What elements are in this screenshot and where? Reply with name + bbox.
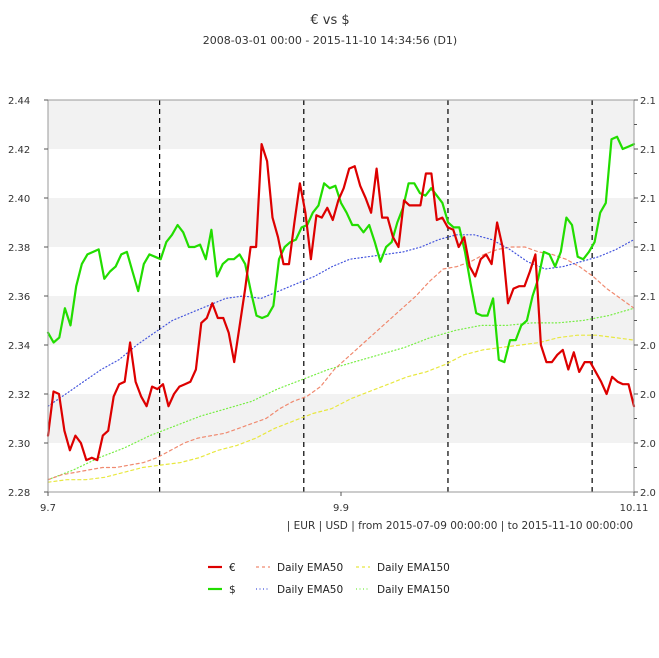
legend-label: Daily EMA150 — [377, 584, 450, 596]
y2-tick-label: 2.1 — [640, 194, 656, 205]
axes-group: 2.28 2.30 2.32 2.34 2.36 2.38 2.40 2.42 2.44 2.0 2… — [8, 96, 656, 514]
grid-band — [48, 247, 634, 296]
series-line-4 — [47, 334, 635, 483]
y-tick-label: 2.28 — [8, 488, 30, 499]
y2-tick-label: 2.0 — [640, 488, 656, 499]
chart-subtitle: 2008-03-01 00:00 - 2015-11-10 14:34:56 (… — [203, 34, 457, 47]
y2-tick-label: 2.0 — [640, 439, 656, 450]
series-line-5 — [47, 307, 635, 481]
y-tick-label: 2.44 — [8, 96, 30, 107]
x-tick-label: 10.11 — [620, 503, 649, 514]
y2-tick-label: 2.0 — [640, 341, 656, 352]
grid-band — [48, 149, 634, 198]
y2-tick-label: 2.1 — [640, 292, 656, 303]
legend-label: Daily EMA50 — [277, 562, 343, 574]
legend: € Daily EMA50 Daily EMA150 $ Daily EMA50 Dail… — [208, 562, 450, 596]
chart-title: € vs $ — [310, 13, 349, 28]
y-tick-label: 2.40 — [8, 194, 30, 205]
plot-background — [48, 100, 634, 492]
y-tick-label: 2.34 — [8, 341, 30, 352]
series-group — [46, 135, 636, 483]
range-info: | EUR | USD | from 2015-07-09 00:00:00 |… — [287, 520, 633, 532]
vertical-markers — [159, 100, 593, 492]
legend-label: Daily EMA50 — [277, 584, 343, 596]
y2-tick-label: 2.1 — [640, 96, 656, 107]
grid-band — [48, 198, 634, 247]
x-tick-label: 9.9 — [333, 503, 349, 514]
y-tick-label: 2.32 — [8, 390, 30, 401]
y2-tick-label: 2.0 — [640, 390, 656, 401]
grid-band — [48, 345, 634, 394]
y-tick-label: 2.36 — [8, 292, 30, 303]
grid-band — [48, 394, 634, 443]
y-tick-label: 2.38 — [8, 243, 30, 254]
y2-tick-label: 2.1 — [640, 145, 656, 156]
grid-band — [48, 443, 634, 492]
y-tick-label: 2.30 — [8, 439, 30, 450]
y-tick-label: 2.42 — [8, 145, 30, 156]
grid-band — [48, 296, 634, 345]
grid-band — [48, 100, 634, 149]
series-line-2 — [47, 246, 635, 481]
series-line-0 — [46, 143, 636, 462]
x-tick-label: 9.7 — [40, 503, 56, 514]
legend-label: $ — [229, 584, 236, 596]
y2-tick-label: 2.1 — [640, 243, 656, 254]
legend-label: Daily EMA150 — [377, 562, 450, 574]
legend-label: € — [229, 562, 236, 574]
